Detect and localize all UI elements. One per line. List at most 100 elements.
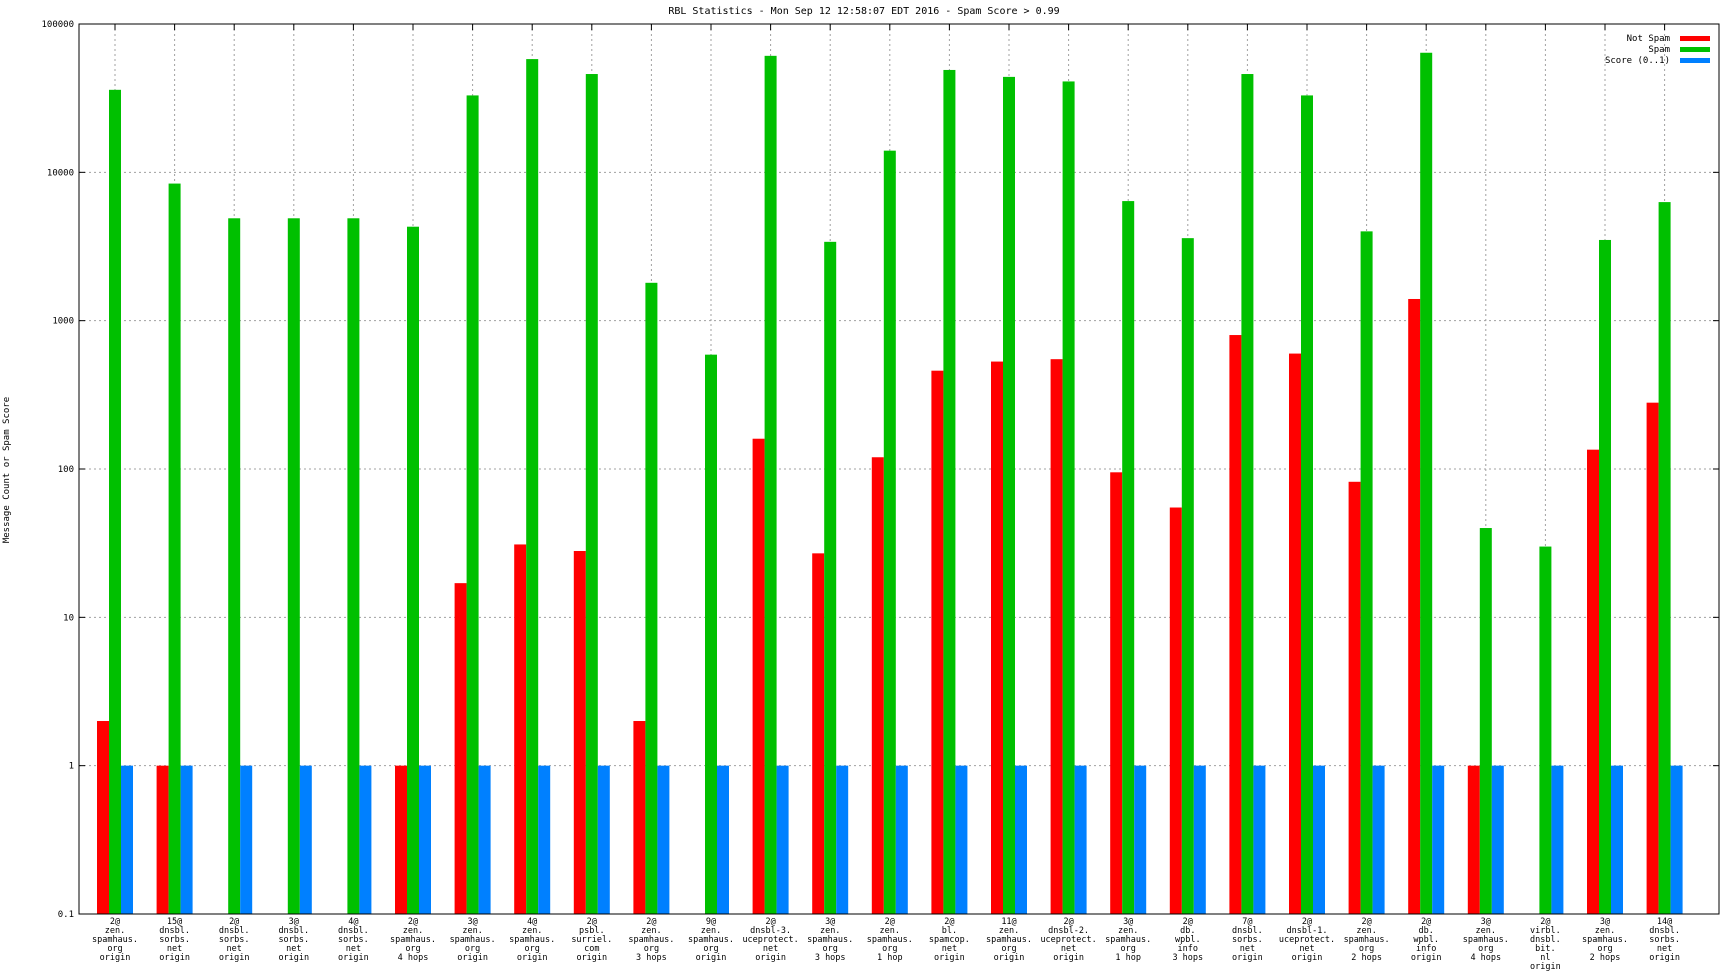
x-category-label: dnsbl-2. — [1048, 926, 1089, 936]
x-category-label: net — [167, 944, 182, 954]
x-category-label: origin — [457, 953, 488, 963]
x-category-label: wpbl. — [1413, 935, 1439, 945]
legend-label: Score (0..1) — [1605, 56, 1670, 66]
x-category-label: 3@ — [1481, 917, 1491, 927]
x-category-label: 2@ — [885, 917, 895, 927]
x-category-label: origin — [1649, 953, 1680, 963]
legend-swatch — [1680, 58, 1710, 63]
bar-not-spam — [1467, 765, 1480, 914]
x-category-label: org — [823, 944, 838, 954]
bar-score-0-1 — [1372, 765, 1385, 914]
x-category-label: net — [286, 944, 301, 954]
x-category-label: psbl. — [579, 926, 605, 936]
x-category-label: org — [644, 944, 659, 954]
bar-spam — [407, 226, 419, 915]
x-category-label: 15@ — [167, 917, 182, 927]
x-category-label: 2@ — [1421, 917, 1431, 927]
bar-score-0-1 — [478, 765, 491, 914]
bar-score-0-1 — [359, 765, 372, 914]
x-category-label: net — [346, 944, 361, 954]
bar-not-spam — [514, 544, 527, 914]
bar-not-spam — [156, 765, 169, 914]
bar-spam — [585, 74, 598, 915]
bar-not-spam — [812, 553, 825, 914]
x-category-label: db. — [1419, 926, 1434, 936]
x-category-label: origin — [1530, 962, 1561, 972]
x-category-label: 2@ — [944, 917, 954, 927]
x-category-label: sorbs. — [159, 935, 190, 945]
y-tick-label: 0.1 — [58, 910, 74, 920]
x-category-label: net — [1657, 944, 1672, 954]
x-category-label: nl — [1540, 953, 1550, 963]
bar-score-0-1 — [299, 765, 312, 914]
x-category-label: sorbs. — [219, 935, 250, 945]
bar-not-spam — [1050, 359, 1063, 914]
bar-score-0-1 — [180, 765, 193, 914]
x-category-label: 7@ — [1242, 917, 1252, 927]
legend-swatch — [1680, 47, 1710, 52]
x-category-label: 2@ — [1302, 917, 1312, 927]
x-category-label: 3@ — [289, 917, 299, 927]
x-category-label: 4@ — [348, 917, 358, 927]
bar-not-spam — [1229, 335, 1242, 915]
bar-spam — [1658, 202, 1671, 914]
x-category-label: dnsbl. — [159, 926, 190, 936]
bar-spam — [764, 55, 777, 914]
x-category-label: org — [525, 944, 540, 954]
y-tick-label: 1 — [69, 762, 74, 772]
x-category-label: sorbs. — [338, 935, 369, 945]
bar-not-spam — [931, 370, 944, 914]
x-category-label: origin — [1232, 953, 1263, 963]
x-category-label: 3 hops — [636, 953, 667, 963]
bar-spam — [824, 241, 837, 914]
bar-score-0-1 — [717, 765, 729, 914]
bar-not-spam — [454, 583, 467, 914]
bar-spam — [168, 183, 181, 914]
bar-spam — [883, 150, 896, 915]
x-category-label: 2@ — [765, 917, 775, 927]
x-category-label: com — [584, 944, 599, 954]
x-category-label: spamhaus. — [688, 935, 734, 945]
x-category-label: sorbs. — [1649, 935, 1680, 945]
bar-not-spam — [1408, 298, 1421, 915]
x-category-label: sorbs. — [278, 935, 309, 945]
x-category-label: spamhaus. — [92, 935, 138, 945]
y-tick-label: 1000 — [52, 317, 74, 327]
x-category-label: dnsbl. — [1232, 926, 1263, 936]
x-category-label: zen. — [1356, 926, 1376, 936]
x-category-label: org — [465, 944, 480, 954]
x-category-label: 3@ — [825, 917, 835, 927]
x-category-label: 1 hop — [877, 953, 903, 963]
bar-not-spam — [395, 765, 407, 914]
x-category-label: surriel. — [571, 935, 612, 945]
x-category-label: 2@ — [587, 917, 597, 927]
bars — [97, 52, 1683, 915]
x-category-label: zen. — [701, 926, 721, 936]
x-category-label: spamhaus. — [390, 935, 436, 945]
legend-swatch — [1680, 36, 1710, 41]
x-category-label: bit. — [1535, 944, 1555, 954]
x-category-label: origin — [696, 953, 727, 963]
bar-spam — [1539, 546, 1552, 914]
plot-frame — [78, 23, 1720, 915]
bar-not-spam — [97, 721, 109, 914]
bar-not-spam — [1110, 472, 1123, 914]
x-category-label: origin — [1292, 953, 1323, 963]
x-category-label: 2@ — [110, 917, 120, 927]
x-category-label: origin — [278, 953, 309, 963]
x-category-label: origin — [517, 953, 548, 963]
x-category-label: zen. — [522, 926, 542, 936]
y-tick-label: 100 — [58, 465, 74, 475]
chart-title: RBL Statistics - Mon Sep 12 12:58:07 EDT… — [668, 6, 1059, 17]
x-category-label: origin — [994, 953, 1025, 963]
bar-spam — [1122, 201, 1135, 914]
bar-spam — [228, 218, 241, 914]
x-category-label: spamcop. — [929, 935, 970, 945]
bar-not-spam — [1348, 481, 1361, 914]
bar-not-spam — [1289, 353, 1301, 914]
y-tick-label: 10000 — [47, 168, 74, 178]
x-category-label: dnsbl. — [219, 926, 250, 936]
x-category-label: spamhaus. — [509, 935, 555, 945]
bar-score-0-1 — [538, 765, 551, 914]
